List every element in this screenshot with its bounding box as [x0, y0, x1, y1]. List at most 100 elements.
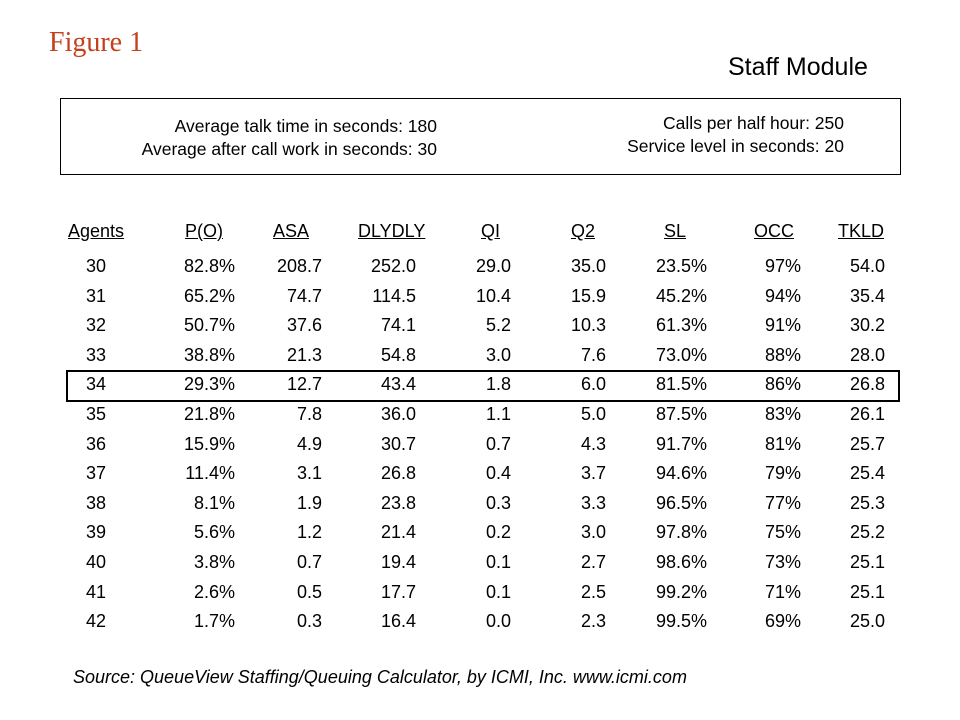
header-tkld: TKLD	[838, 221, 885, 241]
cell-asa: 74.7	[286, 285, 322, 306]
cell-q2: 10.3	[570, 315, 606, 336]
cell-q2: 6.0	[580, 374, 606, 395]
cell-asa: 0.5	[296, 581, 322, 602]
cell-tkld: 28.0	[849, 344, 885, 365]
highlighted-row-box	[66, 370, 900, 402]
cell-dlydly: 74.1	[380, 315, 416, 336]
cell-sl: 98.6%	[655, 552, 707, 572]
cell-sl: 87.5%	[655, 404, 707, 424]
cell-asa: 12.7	[286, 374, 322, 395]
cell-tkld: 25.0	[849, 611, 885, 632]
cell-sl: 23.5%	[655, 256, 707, 276]
service-level-label: Service level in seconds: 20	[627, 136, 844, 156]
cell-q2: 5.0	[580, 404, 606, 424]
cell-asa: 4.9	[296, 433, 322, 454]
cell-agents: 31	[85, 285, 106, 306]
cell-po: 29.3%	[183, 374, 235, 395]
cell-tkld: 25.7	[849, 433, 885, 454]
cell-asa: 0.7	[296, 552, 322, 572]
header-sl: SL	[664, 221, 687, 241]
cell-qi: 0.7	[485, 433, 511, 454]
calls-label: Calls per half hour: 250	[663, 113, 844, 133]
cell-tkld: 25.1	[849, 552, 885, 572]
cell-q2: 35.0	[570, 256, 606, 276]
header-dlydly: DLYDLY	[358, 221, 426, 241]
cell-agents: 38	[85, 492, 106, 513]
cell-qi: 0.4	[485, 463, 511, 484]
cell-tkld: 25.1	[849, 581, 885, 602]
cell-agents: 36	[85, 433, 106, 454]
cell-tkld: 26.1	[849, 404, 885, 424]
cell-asa: 7.8	[296, 404, 322, 424]
cell-tkld: 54.0	[849, 256, 885, 276]
cell-q2: 2.5	[580, 581, 606, 602]
cell-sl: 81.5%	[655, 374, 707, 395]
cell-agents: 34	[85, 374, 106, 395]
cell-agents: 33	[85, 344, 106, 365]
cell-asa: 208.7	[276, 256, 322, 276]
cell-q2: 4.3	[580, 433, 606, 454]
cell-asa: 3.1	[296, 463, 322, 484]
cell-tkld: 35.4	[849, 285, 885, 306]
cell-tkld: 30.2	[849, 315, 885, 336]
cell-occ: 71%	[764, 581, 801, 602]
cell-qi: 29.0	[475, 256, 511, 276]
cell-sl: 45.2%	[655, 285, 707, 306]
cell-dlydly: 43.4	[380, 374, 416, 395]
cell-po: 82.8%	[183, 256, 235, 276]
cell-agents: 35	[85, 404, 106, 424]
cell-qi: 0.1	[485, 552, 511, 572]
cell-qi: 5.2	[485, 315, 511, 336]
cell-asa: 37.6	[286, 315, 322, 336]
cell-q2: 2.7	[580, 552, 606, 572]
talk-time-label: Average talk time in seconds: 180	[174, 116, 437, 136]
cell-agents: 37	[85, 463, 106, 484]
cell-dlydly: 17.7	[380, 581, 416, 602]
cell-qi: 1.8	[485, 374, 511, 395]
parameters-box: Average talk time in seconds: 180 Averag…	[60, 98, 901, 175]
cell-occ: 73%	[764, 552, 801, 572]
cell-qi: 10.4	[475, 285, 511, 306]
cell-occ: 81%	[764, 433, 801, 454]
header-po: P(O)	[185, 221, 223, 241]
cell-qi: 1.1	[485, 404, 511, 424]
cell-dlydly: 19.4	[380, 552, 416, 572]
header-agents: Agents	[68, 221, 125, 241]
cell-agents: 41	[85, 581, 106, 602]
cell-dlydly: 114.5	[372, 285, 416, 306]
cell-dlydly: 23.8	[380, 492, 416, 513]
cell-occ: 94%	[764, 285, 801, 306]
header-q2: Q2	[571, 221, 596, 241]
cell-po: 2.6%	[193, 581, 235, 602]
cell-qi: 0.1	[485, 581, 511, 602]
cell-po: 21.8%	[183, 404, 235, 424]
cell-q2: 15.9	[570, 285, 606, 306]
header-qi: QI	[481, 221, 501, 241]
cell-q2: 3.3	[580, 492, 606, 513]
cell-sl: 96.5%	[655, 492, 707, 513]
cell-po: 65.2%	[183, 285, 235, 306]
cell-asa: 1.9	[296, 492, 322, 513]
cell-dlydly: 54.8	[380, 344, 416, 365]
cell-tkld: 26.8	[849, 374, 885, 395]
cell-q2: 3.0	[580, 522, 606, 543]
cell-tkld: 25.4	[849, 463, 885, 484]
cell-dlydly: 21.4	[380, 522, 416, 543]
cell-agents: 32	[85, 315, 106, 336]
cell-occ: 77%	[764, 492, 801, 513]
cell-po: 1.7%	[193, 611, 235, 632]
cell-po: 5.6%	[193, 522, 235, 543]
cell-occ: 79%	[764, 463, 801, 484]
cell-dlydly: 36.0	[380, 404, 416, 424]
cell-dlydly: 30.7	[380, 433, 416, 454]
cell-po: 15.9%	[183, 433, 235, 454]
cell-tkld: 25.3	[849, 492, 885, 513]
cell-asa: 1.2	[296, 522, 322, 543]
module-title: Staff Module	[728, 53, 868, 81]
cell-qi: 0.0	[485, 611, 511, 632]
cell-dlydly: 26.8	[380, 463, 416, 484]
cell-q2: 3.7	[580, 463, 606, 484]
acw-label: Average after call work in seconds: 30	[141, 139, 437, 159]
cell-qi: 0.2	[485, 522, 511, 543]
parameters-right: Calls per half hour: 250 Service level i…	[524, 112, 844, 158]
